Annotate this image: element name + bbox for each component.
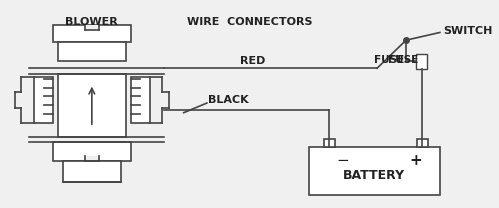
Bar xyxy=(63,161,121,182)
Text: +: + xyxy=(409,153,422,168)
Text: WIRE  CONNECTORS: WIRE CONNECTORS xyxy=(187,17,312,27)
Text: BATTERY: BATTERY xyxy=(343,169,405,182)
Bar xyxy=(416,54,427,69)
Bar xyxy=(85,25,99,30)
Bar xyxy=(53,142,131,161)
Bar xyxy=(417,139,428,147)
Text: −: − xyxy=(337,153,350,168)
Bar xyxy=(53,25,131,42)
Bar xyxy=(58,74,126,137)
Bar xyxy=(58,42,126,61)
Bar xyxy=(324,139,335,147)
Text: BLOWER: BLOWER xyxy=(65,17,118,27)
Text: SWITCH: SWITCH xyxy=(443,26,492,36)
Bar xyxy=(131,77,150,123)
Bar xyxy=(85,156,99,161)
Text: RED: RED xyxy=(240,56,265,67)
Text: FUSE: FUSE xyxy=(374,54,404,64)
Bar xyxy=(309,147,440,195)
Bar xyxy=(34,77,53,123)
Text: BLACK: BLACK xyxy=(208,95,249,105)
Text: FUSE: FUSE xyxy=(388,54,419,64)
